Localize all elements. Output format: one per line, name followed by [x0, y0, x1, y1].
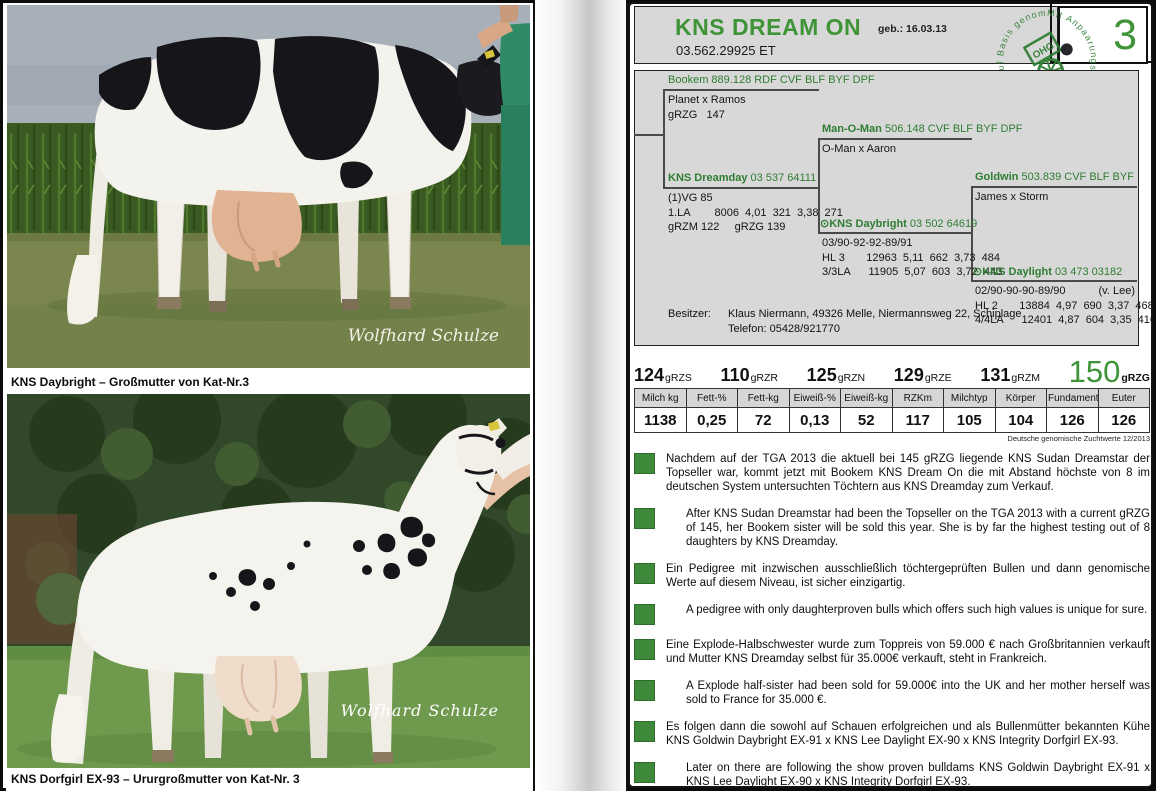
catalog-number: 3	[1058, 6, 1148, 64]
paragraph-de: Es folgen dann die sowohl auf Schauen er…	[634, 720, 1150, 748]
green-square-bullet	[634, 762, 655, 783]
stat-grzn: 125 gRZN	[806, 365, 866, 385]
pedigree-underline-damdam	[818, 232, 972, 234]
pedigree-entry-damdamsire: Goldwin 503.839 CVF BLF BYF	[975, 171, 1134, 183]
pedigree-details-damdamsire: James x Storm	[975, 191, 1049, 203]
page-fold-gutter	[533, 0, 628, 791]
paragraph-en: After KNS Sudan Dreamstar had been the T…	[634, 507, 1150, 549]
pedigree-underline-damsire	[818, 138, 972, 140]
left-page: Wolfhard Schulze KNS Daybright – Großmut…	[3, 3, 536, 791]
stat-grzm: 131 gRZM	[980, 365, 1040, 385]
animal-name: KNS DREAM ON	[675, 14, 862, 40]
green-square-bullet	[634, 639, 655, 660]
pedigree-underline-damdamsire	[971, 186, 1137, 188]
cow-photo-illustration-2: Wolfhard Schulze	[7, 394, 530, 768]
paragraph-en: A pedigree with only daughterproven bull…	[634, 603, 1150, 625]
cow-photo-illustration-1: Wolfhard Schulze	[7, 5, 530, 368]
pedigree-details-sire: Planet x Ramos gRZG 147	[668, 94, 746, 121]
stat-grzg-total: 150 gRZG	[1068, 354, 1150, 389]
index-stats-row: 124 gRZS 110 gRZR 125 gRZN 129 gRZE 131 gRZM …	[634, 354, 1150, 389]
pedigree-details-damsire: O-Man x Aaron	[822, 143, 896, 155]
registration-number: 03.562.29925 ET	[676, 43, 776, 58]
pedigree-box	[634, 70, 1139, 346]
green-square-bullet	[634, 680, 655, 701]
paragraph-en: Later on there are following the show pr…	[634, 761, 1150, 789]
svg-text:Wolfhard Schulze: Wolfhard Schulze	[341, 701, 499, 720]
pedigree-entry-damsire: Man-O-Man 506.148 CVF BLF BYF DPF	[822, 123, 1023, 135]
pedigree-underline-damdamdam	[971, 280, 1137, 282]
pedigree-entry-sire: Bookem 889.128 RDF CVF BLF BYF DPF	[668, 74, 875, 86]
paragraph-en: A Explode half-sister had been sold for …	[634, 679, 1150, 707]
green-square-bullet	[634, 563, 655, 584]
pedigree-bracket-3	[971, 186, 973, 282]
description-paragraphs: Nachdem auf der TGA 2013 die aktuell bei…	[634, 452, 1150, 791]
stat-grzr: 110 gRZR	[720, 365, 779, 385]
paragraph-de: Nachdem auf der TGA 2013 die aktuell bei…	[634, 452, 1150, 494]
pedigree-underline-dam	[663, 187, 819, 189]
proof-footnote: Deutsche genomische Zuchtwerte 12/2013	[1007, 434, 1150, 443]
pedigree-entry-damdamdam: ⊙KNS Daylight 03 473 03182	[973, 266, 1123, 278]
green-square-bullet	[634, 604, 655, 625]
green-square-bullet	[634, 721, 655, 742]
green-square-bullet	[634, 508, 655, 529]
pedigree-underline-sire	[663, 89, 819, 91]
pedigree-entry-dam: KNS Dreamday 03 537 64111	[668, 172, 817, 184]
owner-info: Besitzer: Klaus Niermann, 49326 Melle, N…	[668, 307, 1022, 336]
photo-caption-2: KNS Dorfgirl EX-93 – Ururgroßmutter von …	[6, 768, 536, 791]
birth-date: geb.: 16.03.13	[878, 23, 947, 35]
svg-text:Wolfhard Schulze: Wolfhard Schulze	[348, 326, 499, 346]
photo-caption-1: KNS Daybright – Großmutter von Kat-Nr.3	[6, 371, 536, 394]
pedigree-bracket-1	[663, 89, 665, 189]
owner-label: Besitzer:	[668, 308, 711, 320]
pedigree-details-damdam: 03/90-92-92-89/91 HL 3 12963 5,11 662 3,…	[822, 237, 1003, 278]
trait-table-value-row: 1138 0,25 72 0,13 52 117 105 104 126 126	[634, 407, 1150, 433]
green-square-bullet	[634, 453, 655, 474]
pedigree-bracket-2	[818, 138, 820, 234]
pedigree-entry-damdam: ⊙KNS Daybright 03 502 64619	[820, 218, 978, 230]
trait-table: Milch kg Fett-% Fett-kg Eiweiß-% Eiweiß-kg…	[634, 388, 1150, 433]
stat-grze: 129 gRZE	[893, 365, 952, 385]
owner-details: Klaus Niermann, 49326 Melle, Niermannswe…	[728, 308, 1022, 335]
pedigree-connector-stub	[634, 134, 664, 136]
photo-kns-daybright: Wolfhard Schulze	[7, 5, 530, 368]
pedigree-details-dam: (1)VG 85 1.LA 8006 4,01 321 3,38 271 gRZ…	[668, 192, 843, 233]
trait-table-header-row: Milch kg Fett-% Fett-kg Eiweiß-% Eiweiß-kg…	[634, 388, 1150, 408]
photo-kns-dorfgirl: Wolfhard Schulze	[7, 394, 530, 768]
animal-header-box: KNS DREAM ON geb.: 16.03.13 03.562.29925…	[634, 6, 1058, 64]
pedigree-details-damdamdam: 02/90-90-90-89/90 (v. Lee) HL 2 13884 4,…	[975, 285, 1156, 326]
stat-grzs: 124 gRZS	[634, 365, 692, 385]
paragraph-de: Eine Explode-Halbschwester wurde zum Top…	[634, 638, 1150, 666]
paragraph-de: Ein Pedigree mit inzwischen ausschließli…	[634, 562, 1150, 590]
